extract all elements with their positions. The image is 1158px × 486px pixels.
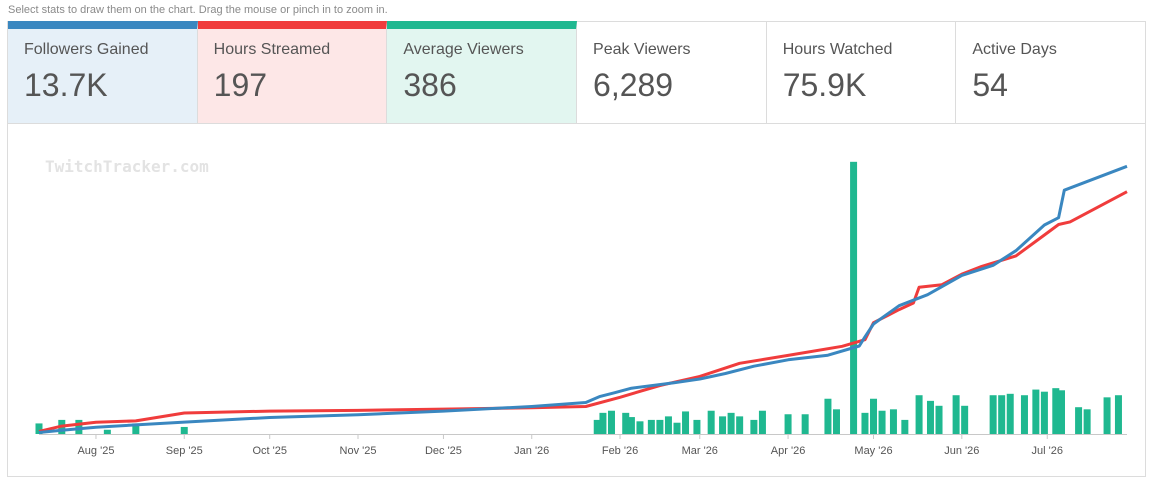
average-viewers-bar[interactable] [707, 410, 715, 434]
x-tick-label: Dec '25 [425, 445, 462, 457]
stat-peak-viewers[interactable]: Peak Viewers 6,289 [577, 21, 767, 123]
average-viewers-bars [35, 161, 1122, 435]
x-tick-label: Sep '25 [166, 445, 203, 457]
average-viewers-bar[interactable] [627, 417, 635, 434]
stat-value: 6,289 [593, 67, 674, 103]
average-viewers-bar[interactable] [784, 414, 792, 434]
average-viewers-bar[interactable] [750, 419, 758, 434]
average-viewers-bar[interactable] [801, 414, 809, 434]
average-viewers-bar[interactable] [961, 405, 969, 434]
x-tick-label: Mar '26 [682, 445, 718, 457]
average-viewers-bar[interactable] [758, 410, 766, 434]
average-viewers-bar[interactable] [664, 416, 672, 434]
average-viewers-bar[interactable] [889, 409, 897, 434]
x-tick-label: Apr '26 [771, 445, 806, 457]
x-tick-label: Jun '26 [944, 445, 979, 457]
x-axis-ticks: Aug '25 Sep '25 Oct '25 Nov '25 Dec '25 Jan '… [77, 434, 1063, 457]
average-viewers-bar[interactable] [1052, 388, 1060, 434]
x-tick-label: Nov '25 [340, 445, 377, 457]
average-viewers-bar[interactable] [1057, 390, 1065, 434]
average-viewers-bar[interactable] [1020, 395, 1028, 434]
hours-streamed-line [38, 190, 1128, 433]
average-viewers-bar[interactable] [647, 419, 655, 434]
stats-bar: Followers Gained 13.7K Hours Streamed 19… [7, 21, 1147, 124]
average-viewers-bar[interactable] [850, 161, 858, 435]
stat-label: Hours Streamed [213, 41, 331, 58]
x-tick-label: May '26 [854, 445, 892, 457]
average-viewers-bar[interactable] [180, 426, 188, 434]
average-viewers-bar[interactable] [719, 416, 727, 434]
x-tick-label: Oct '25 [252, 445, 287, 457]
average-viewers-bar[interactable] [878, 410, 886, 434]
stat-active-days[interactable]: Active Days 54 [956, 21, 1147, 123]
stat-value: 197 [213, 67, 268, 103]
average-viewers-bar[interactable] [622, 412, 630, 434]
average-viewers-bar[interactable] [861, 412, 869, 434]
average-viewers-bar[interactable] [832, 409, 840, 434]
average-viewers-bar[interactable] [693, 419, 701, 434]
stat-label: Hours Watched [782, 41, 893, 58]
average-viewers-bar[interactable] [35, 423, 43, 434]
stat-label: Followers Gained [24, 41, 149, 58]
average-viewers-bar[interactable] [952, 395, 960, 434]
average-viewers-bar[interactable] [727, 412, 735, 434]
stat-label: Average Viewers [403, 41, 524, 58]
average-viewers-bar[interactable] [607, 410, 615, 434]
average-viewers-bar[interactable] [682, 411, 690, 434]
stats-chart[interactable]: TwitchTracker.com Aug '25 Sep '25 Oct '25 N… [8, 124, 1147, 477]
stat-hours-watched[interactable]: Hours Watched 75.9K [766, 21, 957, 123]
average-viewers-bar[interactable] [673, 422, 681, 434]
average-viewers-bar[interactable] [1103, 397, 1111, 434]
x-tick-label: Jan '26 [514, 445, 549, 457]
stat-average-viewers[interactable]: Average Viewers 386 [387, 21, 578, 123]
average-viewers-bar[interactable] [656, 419, 664, 434]
average-viewers-bar[interactable] [824, 398, 832, 434]
average-viewers-bar[interactable] [989, 395, 997, 434]
x-tick-label: Feb '26 [602, 445, 638, 457]
watermark: TwitchTracker.com [45, 157, 209, 176]
average-viewers-bar[interactable] [915, 395, 923, 434]
average-viewers-bar[interactable] [636, 421, 644, 434]
stat-label: Peak Viewers [593, 41, 691, 58]
stat-value: 75.9K [782, 67, 867, 103]
average-viewers-bar[interactable] [1040, 391, 1048, 434]
chart-area[interactable]: TwitchTracker.com Aug '25 Sep '25 Oct '25 N… [7, 124, 1146, 477]
x-tick-label: Jul '26 [1032, 445, 1063, 457]
chart-hint: Select stats to draw them on the chart. … [8, 4, 388, 16]
average-viewers-bar[interactable] [599, 412, 607, 434]
average-viewers-bar[interactable] [1032, 389, 1040, 434]
stat-value: 54 [972, 67, 1008, 103]
average-viewers-bar[interactable] [593, 419, 601, 434]
average-viewers-bar[interactable] [75, 419, 83, 434]
average-viewers-bar[interactable] [901, 419, 909, 434]
average-viewers-bar[interactable] [935, 405, 943, 434]
stat-hours-streamed[interactable]: Hours Streamed 197 [197, 21, 388, 123]
average-viewers-bar[interactable] [1114, 395, 1122, 434]
average-viewers-bar[interactable] [1006, 393, 1014, 434]
average-viewers-bar[interactable] [132, 423, 140, 434]
stat-followers-gained[interactable]: Followers Gained 13.7K [8, 21, 198, 123]
average-viewers-bar[interactable] [870, 398, 878, 434]
average-viewers-bar[interactable] [736, 416, 744, 434]
average-viewers-bar[interactable] [103, 429, 111, 434]
stat-label: Active Days [972, 41, 1057, 58]
average-viewers-bar[interactable] [1083, 409, 1091, 434]
followers-gained-line [38, 164, 1128, 434]
average-viewers-bar[interactable] [926, 400, 934, 434]
average-viewers-bar[interactable] [1075, 407, 1083, 434]
x-tick-label: Aug '25 [77, 445, 114, 457]
average-viewers-bar[interactable] [998, 395, 1006, 434]
stat-value: 13.7K [24, 67, 108, 103]
stat-value: 386 [403, 67, 457, 103]
